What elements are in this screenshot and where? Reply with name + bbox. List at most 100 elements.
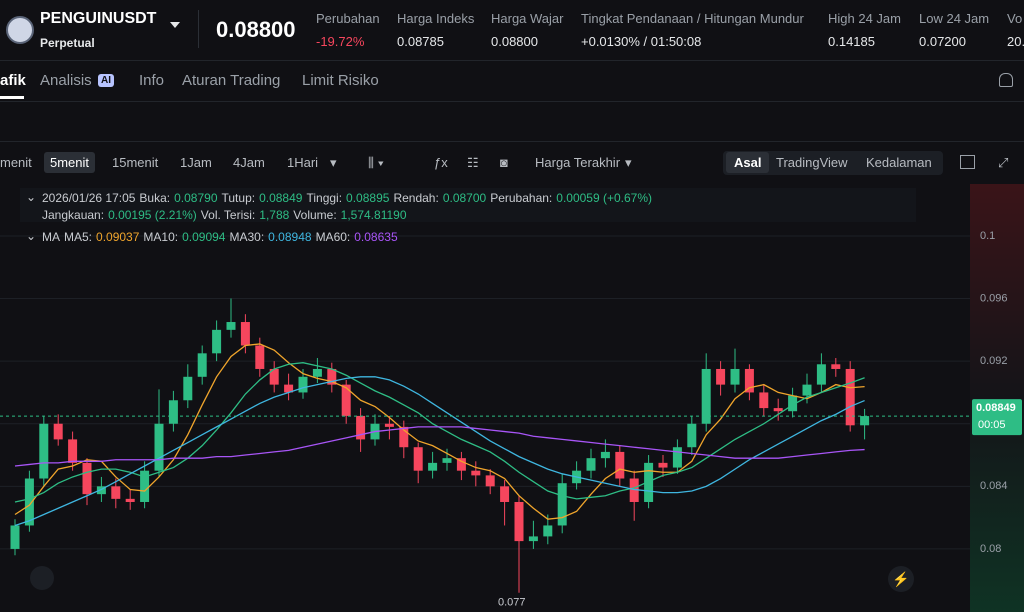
legend-row: Jangkauan: 0.00195 (2.21%) Vol. Terisi: 1,7… — [42, 208, 411, 222]
candle-body — [701, 368, 711, 424]
candle-body — [658, 462, 668, 468]
candle-body — [413, 447, 423, 471]
window-icon[interactable] — [960, 155, 975, 169]
symbol[interactable]: PENGUINUSDT — [40, 10, 157, 27]
flash-button[interactable]: ⚡ — [888, 566, 914, 592]
last-price-tag — [972, 399, 1022, 436]
tool-button[interactable] — [30, 566, 54, 590]
candle-body — [399, 426, 409, 448]
candle-body — [154, 423, 164, 471]
stat-value: 0.08800 — [491, 34, 538, 49]
chart: 0.080.0840.0880.0920.0960.10.0884900:050… — [0, 184, 1024, 612]
interval-more[interactable]: ▾ — [330, 155, 337, 170]
last-price-label: 0.08849 — [976, 402, 1016, 414]
last-price: 0.08800 — [216, 17, 296, 42]
indicator-icon[interactable]: ƒx — [434, 155, 448, 170]
ma-value: 0.09094 — [182, 230, 226, 244]
price-type-arrow[interactable]: ▾ — [625, 155, 632, 170]
tab[interactable]: Aturan Trading — [182, 72, 281, 89]
interval[interactable]: 1Jam — [180, 155, 212, 170]
candle-body — [845, 368, 855, 426]
candle-body — [471, 470, 481, 476]
candle-body — [384, 423, 394, 427]
bell-icon[interactable] — [999, 73, 1013, 87]
interval[interactable]: 1Hari — [287, 155, 319, 170]
tab[interactable]: Limit Risiko — [302, 72, 379, 89]
tab[interactable]: Analisis — [40, 72, 92, 89]
view-option[interactable]: Asal — [726, 152, 770, 173]
view-option[interactable]: Kedalaman — [866, 155, 932, 170]
candle-body — [111, 486, 121, 499]
legend-value: 1,788 — [259, 208, 290, 222]
y-tick-label: 0.092 — [980, 355, 1008, 367]
candle-body — [82, 462, 92, 495]
tab[interactable]: Info — [139, 72, 165, 89]
candle-body — [212, 329, 222, 354]
tab[interactable]: afik — [0, 72, 26, 89]
legend-value: 0.08790 — [174, 191, 218, 205]
low-marker-label: 0.077 — [498, 597, 526, 609]
y-tick-label: 0.08 — [980, 543, 1001, 555]
candle-body — [53, 423, 63, 440]
ma-value: 0.08948 — [268, 230, 312, 244]
candle-body — [356, 415, 366, 440]
candle-body — [514, 501, 524, 542]
legend-bg — [20, 188, 916, 222]
view-option[interactable]: TradingView — [776, 155, 848, 170]
candle-body — [341, 384, 351, 416]
stat-label: Perubahan — [316, 11, 380, 26]
ma-legend: MA MA5: 0.09037 MA10: 0.09094 MA30: 0.08948 MA6… — [42, 230, 402, 244]
candle-body — [240, 322, 250, 346]
legend-value: 1,574.81190 — [340, 208, 407, 222]
candle-body — [442, 458, 452, 463]
interval[interactable]: menit — [0, 155, 32, 170]
fullscreen-icon[interactable]: ⤢ — [998, 155, 1009, 170]
price-type[interactable]: Harga Terakhir — [535, 155, 621, 170]
legend-value: 0.00195 (2.21%) — [108, 208, 197, 222]
y-tick-label: 0.096 — [980, 292, 1008, 304]
candle-body — [140, 470, 150, 502]
contract-type: Perpetual — [40, 36, 95, 50]
ai-badge: AI — [98, 74, 114, 87]
separator — [0, 141, 1024, 142]
legend-label: Jangkauan: — [42, 208, 105, 222]
collapse-icon[interactable]: ⌄ — [26, 190, 37, 204]
stat-label: Low 24 Jam — [919, 11, 990, 26]
stat-value: 0.14185 — [828, 34, 875, 49]
candle-type-icon[interactable]: ⫼ ▾ — [368, 155, 384, 170]
legend-time: 2026/01/26 17:05 — [42, 191, 136, 205]
candle-body — [68, 439, 78, 463]
candle-body — [543, 525, 553, 537]
interval[interactable]: 4Jam — [233, 155, 265, 170]
candle-body — [125, 498, 135, 502]
collapse-icon[interactable]: ⌄ — [26, 229, 37, 243]
candle-body — [528, 536, 538, 542]
candle-body — [860, 416, 870, 426]
candle-body — [168, 400, 178, 424]
legend-label: Volume: — [293, 208, 337, 222]
camera-icon[interactable]: ◙ — [500, 155, 508, 170]
interval[interactable]: 5menit — [44, 152, 96, 173]
candle-body — [644, 462, 654, 502]
header — [0, 0, 1024, 61]
y-tick-label: 0.084 — [980, 480, 1008, 492]
candle-body — [816, 364, 826, 385]
legend-value: 0.08895 — [346, 191, 390, 205]
tab-underline — [0, 96, 24, 99]
ma-label: MA60: — [315, 230, 351, 244]
layout-icon[interactable]: ☷ — [467, 155, 479, 170]
candle-body — [730, 368, 740, 385]
interval[interactable]: 15menit — [112, 155, 159, 170]
candle-body — [10, 525, 20, 549]
candle-body — [96, 486, 106, 495]
legend-label: Vol. Terisi: — [200, 208, 256, 222]
candle-body — [500, 486, 510, 502]
dropdown-arrow[interactable] — [170, 22, 180, 28]
ma-line — [14, 426, 865, 467]
stat-label: High 24 Jam — [828, 11, 901, 26]
legend-label: Perubahan: — [490, 191, 553, 205]
legend-value: 0.08849 — [259, 191, 303, 205]
stat-value: 20. — [1007, 34, 1024, 49]
candle-body — [586, 458, 596, 471]
